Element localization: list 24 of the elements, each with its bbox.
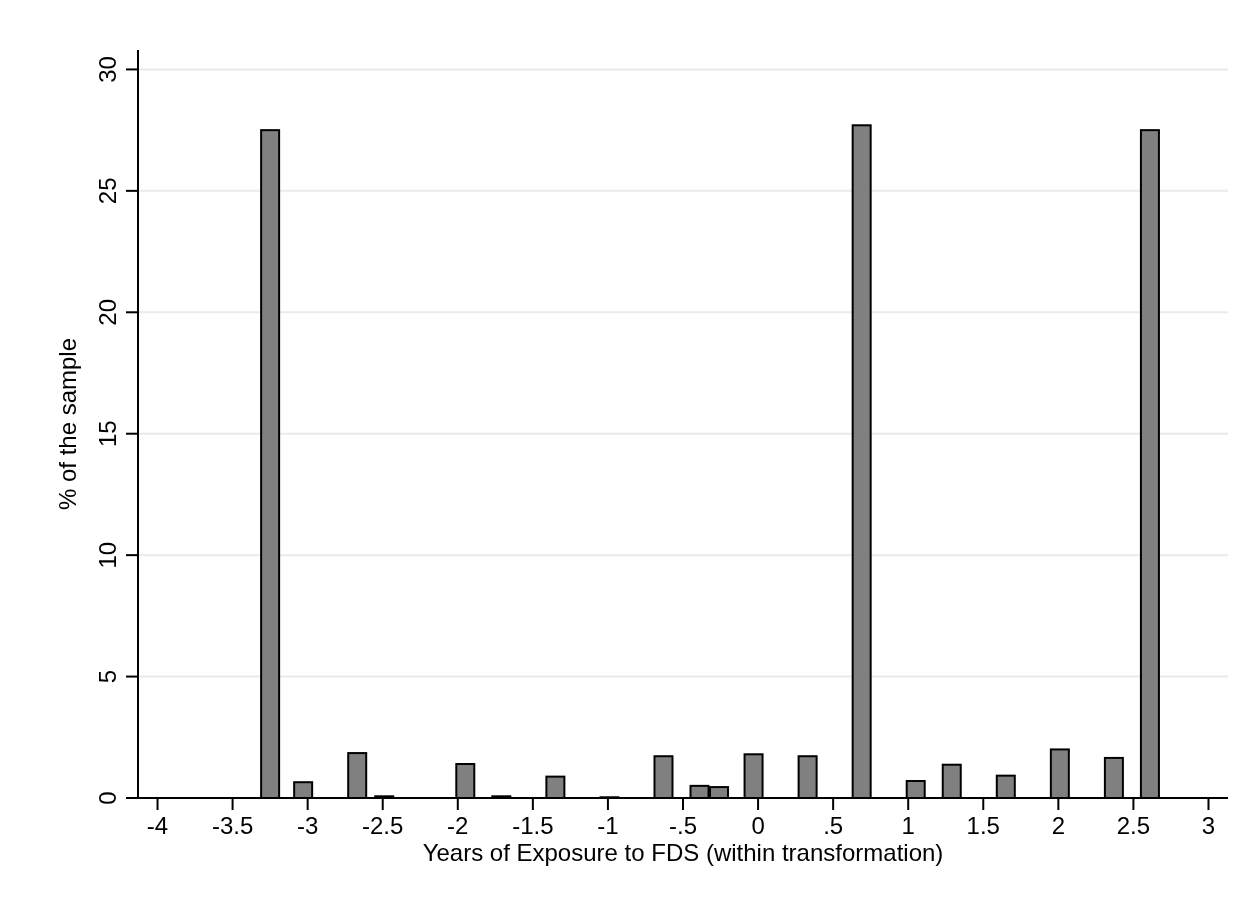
x-tick-label: 2.5 <box>1116 812 1151 839</box>
x-tick-label: 0 <box>751 812 765 839</box>
x-tick-label: 2 <box>1051 812 1066 839</box>
x-tick-label: -4 <box>146 812 169 839</box>
x-tick-label: -.5 <box>668 812 698 839</box>
y-tick-label: 15 <box>94 420 121 448</box>
x-tick-label: -3 <box>296 812 319 839</box>
x-tick-label: -3.5 <box>211 812 254 839</box>
x-tick-label: -2.5 <box>362 812 404 839</box>
y-tick-label: 25 <box>94 177 121 205</box>
y-axis-title: % of the sample <box>54 337 81 511</box>
y-tick-label: 5 <box>94 669 121 684</box>
x-tick-label: -1.5 <box>512 812 554 839</box>
x-tick-label: 1.5 <box>966 812 1000 839</box>
x-tick-label: 1 <box>901 812 915 839</box>
x-tick-label: -1 <box>597 812 619 839</box>
y-tick-label: 30 <box>94 56 121 83</box>
y-tick-label: 20 <box>94 298 121 326</box>
x-tick-label: 3 <box>1201 812 1216 839</box>
y-tick-label: 0 <box>94 791 121 805</box>
x-tick-label: -2 <box>447 812 469 839</box>
y-tick-label: 10 <box>94 541 121 569</box>
x-axis-title: Years of Exposure to FDS (within transformation) <box>422 839 944 866</box>
x-tick-label: .5 <box>823 812 844 839</box>
